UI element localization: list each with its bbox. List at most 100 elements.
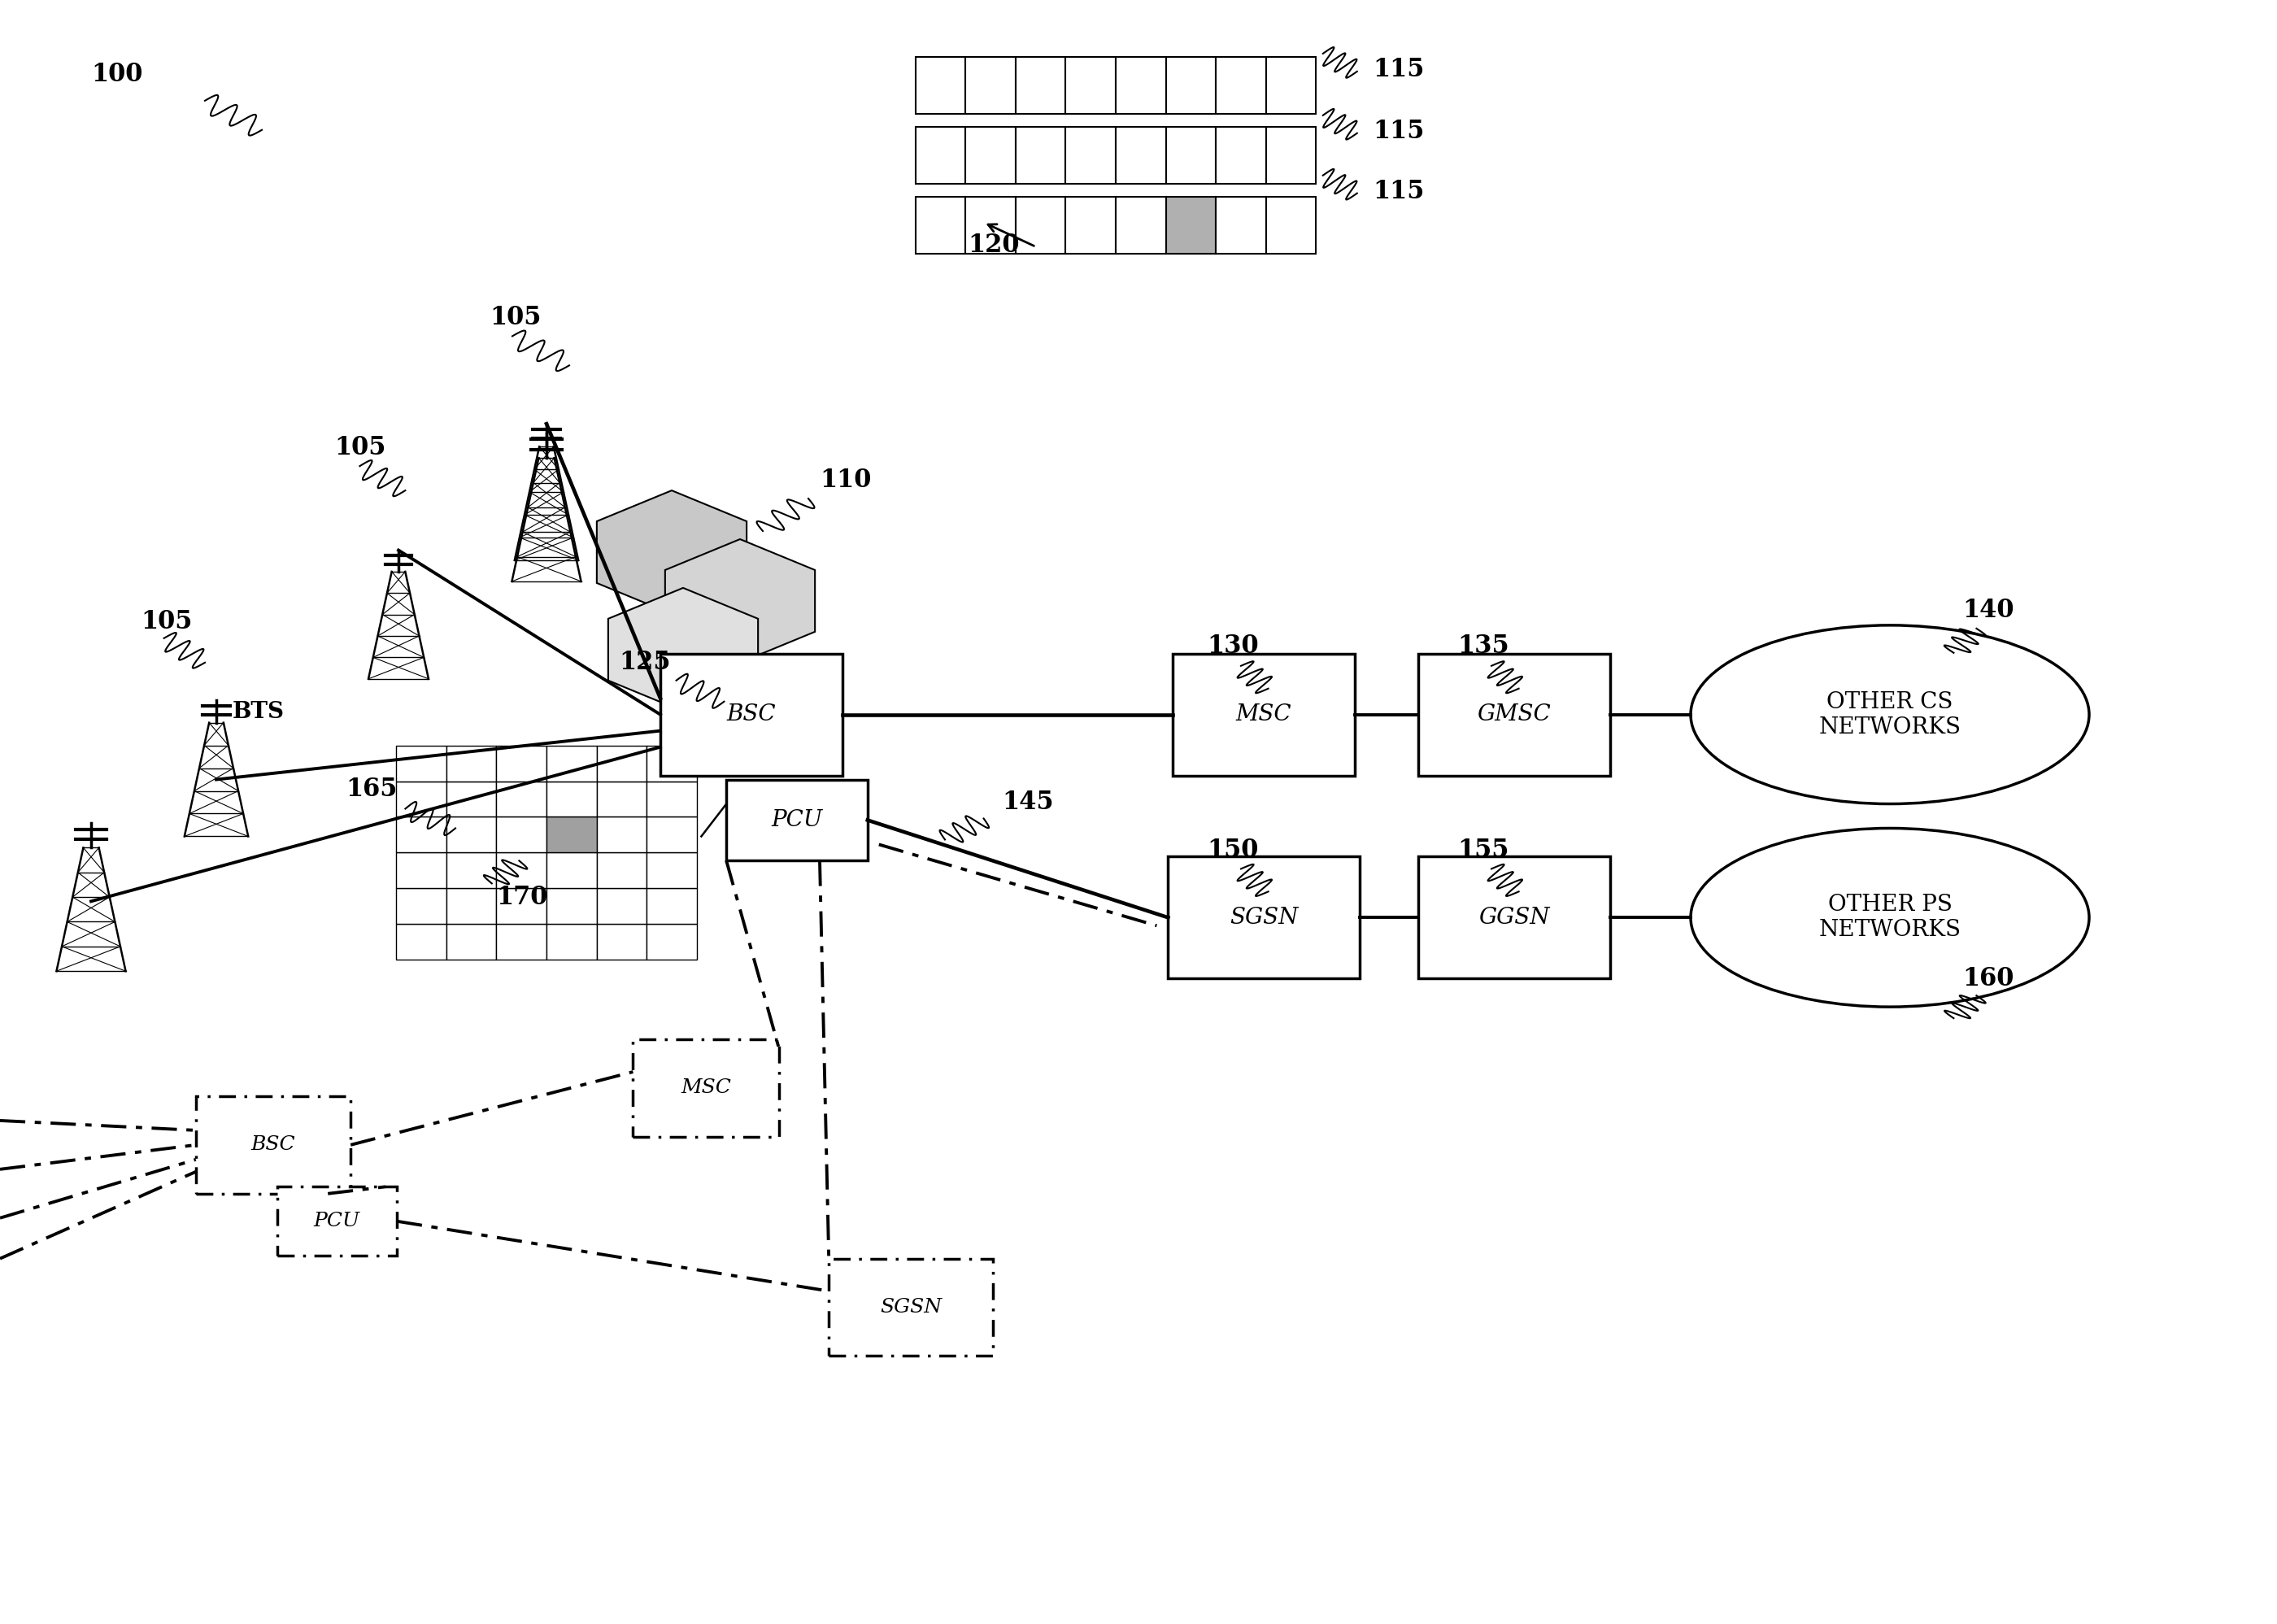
Bar xyxy=(1266,197,1316,253)
Polygon shape xyxy=(665,539,815,663)
Bar xyxy=(396,888,446,924)
Text: 155: 155 xyxy=(1457,838,1510,864)
Bar xyxy=(446,924,496,960)
Bar xyxy=(396,853,446,888)
Bar xyxy=(1216,127,1266,184)
Text: SGSN: SGSN xyxy=(1230,906,1298,929)
Bar xyxy=(1419,654,1610,776)
Bar xyxy=(546,924,597,960)
Bar xyxy=(1016,197,1066,253)
Text: 105: 105 xyxy=(335,435,387,461)
Bar xyxy=(1173,654,1355,776)
Bar xyxy=(597,924,647,960)
Bar xyxy=(660,654,842,776)
Text: 115: 115 xyxy=(1373,119,1425,145)
Text: 105: 105 xyxy=(141,609,194,635)
Text: GMSC: GMSC xyxy=(1478,703,1551,726)
Bar xyxy=(597,853,647,888)
Bar xyxy=(647,888,697,924)
Bar xyxy=(647,745,697,781)
Bar xyxy=(647,853,697,888)
Text: 135: 135 xyxy=(1457,633,1510,659)
Bar xyxy=(597,781,647,817)
Bar xyxy=(396,745,446,781)
Text: GGSN: GGSN xyxy=(1478,906,1551,929)
Bar xyxy=(496,924,546,960)
Bar xyxy=(396,924,446,960)
Text: OTHER CS
NETWORKS: OTHER CS NETWORKS xyxy=(1819,690,1960,739)
Text: BTS: BTS xyxy=(232,700,285,723)
Bar xyxy=(396,817,446,853)
Text: PCU: PCU xyxy=(772,809,822,831)
Bar xyxy=(1066,57,1116,114)
Text: MSC: MSC xyxy=(1236,703,1291,726)
Bar xyxy=(546,888,597,924)
Bar xyxy=(965,197,1016,253)
Bar xyxy=(1066,127,1116,184)
Bar xyxy=(1066,197,1116,253)
Bar xyxy=(1419,857,1610,978)
Bar xyxy=(1116,127,1166,184)
Bar xyxy=(546,817,597,853)
Bar xyxy=(1166,127,1216,184)
Text: SGSN: SGSN xyxy=(879,1298,943,1317)
Text: 165: 165 xyxy=(346,776,398,802)
Bar xyxy=(496,853,546,888)
Bar xyxy=(496,745,546,781)
Bar xyxy=(1266,127,1316,184)
Text: PCU: PCU xyxy=(314,1212,360,1231)
Bar xyxy=(446,853,496,888)
Bar xyxy=(647,924,697,960)
Text: 145: 145 xyxy=(1002,789,1054,815)
Text: 115: 115 xyxy=(1373,57,1425,83)
Text: 120: 120 xyxy=(968,232,1020,258)
Ellipse shape xyxy=(1690,828,2090,1007)
Text: 170: 170 xyxy=(496,885,549,911)
Bar xyxy=(915,127,965,184)
Bar xyxy=(597,745,647,781)
Bar xyxy=(196,1096,351,1194)
Bar xyxy=(1266,57,1316,114)
Bar xyxy=(597,888,647,924)
Text: 140: 140 xyxy=(1963,598,2015,624)
Bar xyxy=(396,781,446,817)
Bar xyxy=(1116,197,1166,253)
Bar xyxy=(829,1259,993,1356)
Polygon shape xyxy=(597,490,747,614)
Bar xyxy=(496,817,546,853)
Bar xyxy=(1166,57,1216,114)
Text: 105: 105 xyxy=(490,305,542,331)
Bar xyxy=(1116,57,1166,114)
Text: 160: 160 xyxy=(1963,966,2015,992)
Bar xyxy=(915,197,965,253)
Bar xyxy=(1166,197,1216,253)
Bar xyxy=(1168,857,1359,978)
Bar xyxy=(1016,57,1066,114)
Bar xyxy=(446,817,496,853)
Text: BSC: BSC xyxy=(250,1135,296,1155)
Text: 100: 100 xyxy=(91,62,143,88)
Bar xyxy=(647,817,697,853)
Bar xyxy=(278,1187,396,1255)
Text: 150: 150 xyxy=(1207,838,1259,864)
Bar xyxy=(446,745,496,781)
Bar xyxy=(1216,197,1266,253)
Text: 110: 110 xyxy=(820,468,872,494)
Bar xyxy=(1216,57,1266,114)
Bar xyxy=(597,817,647,853)
Bar xyxy=(1016,127,1066,184)
Bar xyxy=(496,781,546,817)
Text: OTHER PS
NETWORKS: OTHER PS NETWORKS xyxy=(1819,893,1960,942)
Bar xyxy=(446,888,496,924)
Bar xyxy=(633,1039,779,1137)
Text: MSC: MSC xyxy=(681,1078,731,1098)
Bar xyxy=(546,781,597,817)
Text: 115: 115 xyxy=(1373,179,1425,205)
Ellipse shape xyxy=(1690,625,2090,804)
Bar xyxy=(546,853,597,888)
Text: 125: 125 xyxy=(619,650,672,676)
Bar xyxy=(965,57,1016,114)
Bar xyxy=(446,781,496,817)
Bar xyxy=(726,780,868,861)
Text: BSC: BSC xyxy=(726,703,776,726)
